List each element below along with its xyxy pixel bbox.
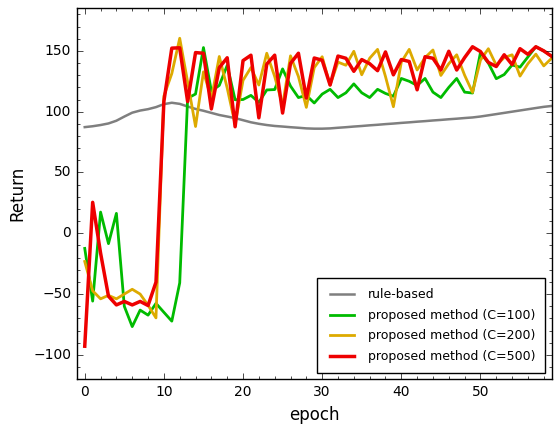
proposed method (C=100) xyxy=(208,89,214,94)
proposed method (C=100) xyxy=(240,97,246,102)
proposed method (C=100) xyxy=(81,246,88,251)
proposed method (C=200) xyxy=(81,259,88,264)
rule-based xyxy=(311,126,318,131)
proposed method (C=100) xyxy=(382,91,389,96)
proposed method (C=500) xyxy=(374,68,381,73)
proposed method (C=100) xyxy=(248,93,254,98)
rule-based xyxy=(548,103,555,108)
proposed method (C=200) xyxy=(390,104,396,109)
proposed method (C=100) xyxy=(129,324,136,329)
proposed method (C=500) xyxy=(232,124,239,129)
proposed method (C=100) xyxy=(224,63,231,68)
rule-based xyxy=(240,118,246,123)
rule-based xyxy=(390,121,396,126)
proposed method (C=500) xyxy=(533,44,539,49)
proposed method (C=200) xyxy=(232,122,239,127)
X-axis label: epoch: epoch xyxy=(289,406,339,424)
rule-based xyxy=(169,100,175,105)
proposed method (C=100) xyxy=(533,44,539,49)
proposed method (C=200) xyxy=(255,83,262,88)
rule-based xyxy=(248,120,254,125)
Line: rule-based: rule-based xyxy=(85,103,552,129)
rule-based xyxy=(81,124,88,130)
proposed method (C=500) xyxy=(548,54,555,59)
proposed method (C=200) xyxy=(216,54,223,59)
Line: proposed method (C=100): proposed method (C=100) xyxy=(85,47,552,327)
proposed method (C=100) xyxy=(548,54,555,59)
proposed method (C=200) xyxy=(176,36,183,41)
rule-based xyxy=(208,110,214,115)
proposed method (C=200) xyxy=(248,65,254,70)
proposed method (C=500) xyxy=(216,65,223,70)
proposed method (C=500) xyxy=(81,343,88,349)
Line: proposed method (C=500): proposed method (C=500) xyxy=(85,47,552,346)
rule-based xyxy=(161,102,167,107)
proposed method (C=200) xyxy=(153,315,160,321)
proposed method (C=200) xyxy=(169,71,175,76)
proposed method (C=100) xyxy=(169,318,175,324)
Legend: rule-based, proposed method (C=100), proposed method (C=200), proposed method (C: rule-based, proposed method (C=100), pro… xyxy=(316,278,545,373)
proposed method (C=500) xyxy=(161,99,167,104)
proposed method (C=200) xyxy=(548,56,555,61)
Y-axis label: Return: Return xyxy=(8,166,26,221)
rule-based xyxy=(224,114,231,119)
proposed method (C=500) xyxy=(240,58,246,63)
Line: proposed method (C=200): proposed method (C=200) xyxy=(85,38,552,318)
proposed method (C=500) xyxy=(200,51,207,56)
